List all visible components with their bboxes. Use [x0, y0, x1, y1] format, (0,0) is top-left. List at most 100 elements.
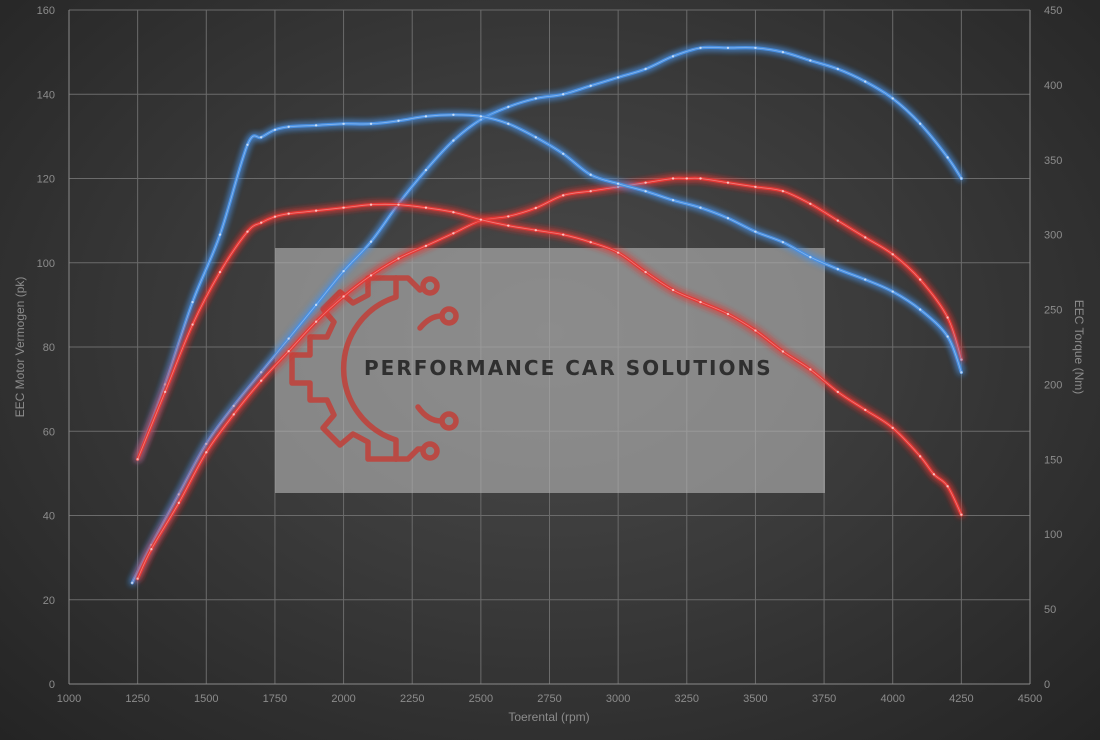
data-point	[946, 485, 949, 488]
x-tick-label: 3500	[743, 693, 767, 705]
data-point	[342, 269, 345, 273]
x-tick-label: 4250	[949, 693, 973, 705]
data-point	[781, 189, 785, 193]
data-point	[809, 368, 812, 371]
data-point	[507, 122, 510, 126]
data-point	[918, 122, 922, 125]
series-1-power	[136, 176, 963, 581]
data-point	[452, 232, 455, 235]
data-point	[136, 458, 139, 461]
data-point	[589, 240, 592, 244]
gear-circuit-icon	[289, 275, 459, 462]
data-point	[864, 408, 867, 412]
y-left-tick-label: 60	[43, 426, 55, 438]
data-point	[562, 93, 565, 96]
data-point	[507, 215, 510, 218]
x-tick-label: 3000	[606, 693, 630, 705]
data-point	[218, 270, 222, 274]
x-tick-label: 1250	[125, 693, 149, 705]
x-tick-label: 2000	[331, 693, 355, 705]
y-right-tick-label: 0	[1044, 679, 1050, 691]
data-point	[397, 119, 400, 123]
data-point	[809, 59, 812, 62]
data-point	[191, 300, 194, 304]
series-line-highlight	[137, 203, 962, 515]
y-right-tick-label: 250	[1044, 305, 1062, 317]
data-point	[287, 337, 290, 340]
x-tick-label: 2250	[400, 693, 424, 705]
data-point	[534, 228, 537, 232]
data-point	[918, 308, 922, 311]
data-point	[246, 230, 249, 233]
data-point	[534, 97, 537, 100]
watermark-text: PERFORMANCE CAR SOLUTIONS	[364, 356, 773, 380]
data-point	[260, 221, 263, 224]
data-point	[424, 168, 428, 172]
data-point	[507, 105, 510, 109]
data-point	[726, 312, 730, 316]
data-point	[479, 218, 483, 221]
data-point	[754, 46, 757, 50]
x-tick-label: 2750	[537, 693, 561, 705]
data-point	[562, 233, 565, 236]
data-point	[177, 501, 181, 505]
data-point	[918, 278, 922, 281]
x-tick-label: 3250	[675, 693, 699, 705]
x-axis-ticks: 1000 1250 1500 1750 2000 2250 2500 2750 3000 3250…	[57, 693, 1042, 705]
data-point	[452, 211, 455, 214]
data-point	[369, 203, 373, 206]
data-point	[754, 230, 757, 233]
data-point	[562, 152, 565, 155]
data-point	[726, 216, 730, 220]
data-point	[946, 335, 949, 338]
series-3-torque	[136, 202, 963, 517]
data-point	[287, 125, 290, 129]
x-tick-label: 1750	[263, 693, 287, 705]
data-point	[191, 323, 194, 326]
data-point	[644, 181, 647, 184]
data-point	[644, 190, 647, 193]
data-point	[232, 404, 235, 408]
data-point	[726, 181, 730, 184]
data-point	[342, 206, 345, 209]
series-line	[136, 202, 963, 517]
data-point	[205, 442, 208, 446]
data-point	[932, 473, 936, 476]
data-point	[616, 185, 620, 189]
data-point	[397, 203, 400, 206]
y-right-tick-label: 200	[1044, 379, 1062, 391]
y-right-axis-ticks: 0 50 100 150 200 250 300 350 400 450	[1044, 5, 1062, 691]
data-point	[960, 371, 963, 374]
data-point	[397, 257, 400, 260]
data-point	[163, 383, 167, 386]
data-point	[616, 251, 620, 254]
series-line-highlight	[131, 46, 962, 584]
data-point	[809, 202, 812, 205]
data-point	[946, 156, 949, 159]
data-point	[864, 80, 867, 83]
data-point	[781, 50, 785, 54]
data-point	[452, 113, 455, 117]
y-left-axis-ticks: 0 20 40 60 80 100 120 140 160	[37, 5, 55, 691]
y-left-tick-label: 80	[43, 342, 55, 354]
data-point	[452, 139, 455, 142]
data-point	[287, 350, 290, 353]
y-right-tick-label: 100	[1044, 529, 1062, 541]
data-point	[671, 199, 675, 202]
watermark: PERFORMANCE CAR SOLUTIONS	[275, 248, 825, 493]
data-point	[891, 97, 894, 100]
data-point	[699, 46, 702, 50]
x-tick-label: 3750	[812, 693, 836, 705]
data-point	[699, 206, 702, 209]
y-right-tick-label: 300	[1044, 230, 1062, 242]
data-point	[246, 143, 249, 146]
y-left-tick-label: 160	[37, 5, 55, 17]
data-point	[891, 290, 894, 293]
data-point	[918, 455, 922, 458]
data-point	[836, 219, 839, 222]
data-point	[946, 316, 949, 319]
series-line	[130, 45, 963, 585]
data-point	[287, 212, 290, 215]
data-point	[864, 236, 867, 239]
